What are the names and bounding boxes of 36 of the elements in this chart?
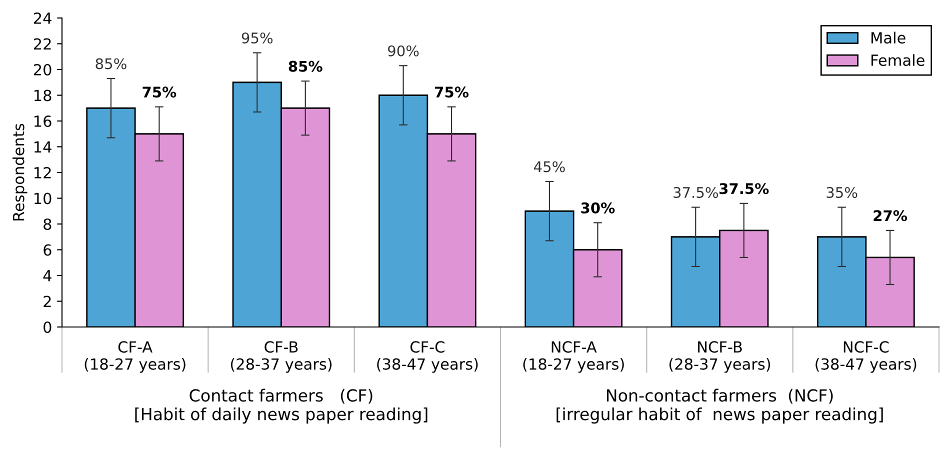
text: Non-contact farmers (NCF) [irregular habit of news paper reading]	[556, 388, 883, 424]
y-tick-label: 4	[43, 270, 52, 282]
text: Contact farmers (CF) [Habit of daily news paper reading]	[135, 388, 428, 424]
legend-label: Male	[872, 32, 906, 44]
y-tick-label: 18	[34, 90, 52, 102]
y-tick-label: 20	[34, 64, 52, 76]
annotation: 85%	[288, 60, 322, 72]
annotation: 85%	[96, 58, 126, 70]
x-tick-label: NCF-A (18-27 years)	[523, 341, 624, 373]
annotation: 75%	[435, 86, 469, 98]
y-tick-label: 16	[34, 115, 52, 128]
annotation: 90%	[388, 45, 419, 56]
y-tick-label: 0	[44, 321, 52, 334]
annotation: 35%	[826, 186, 858, 198]
annotation: 37.5%	[720, 183, 769, 194]
y-tick-label: 12	[34, 166, 51, 178]
x-tick-label: CF-B (28-37 years)	[230, 341, 332, 373]
annotation: 45%	[534, 161, 565, 172]
y-tick-label: 22	[34, 38, 51, 50]
x-tick-label: NCF-B (28-37 years)	[669, 341, 770, 373]
y-tick-label: 24	[34, 12, 52, 24]
x-tick-label: NCF-C (38-47 years)	[816, 341, 916, 373]
annotation: 95%	[242, 32, 273, 44]
legend-label: Female	[872, 54, 924, 66]
y-tick-label: 8	[44, 218, 52, 230]
annotation: 37.5%	[674, 186, 718, 198]
annotation: 30%	[581, 202, 615, 214]
annotation: 75%	[142, 86, 176, 98]
x-tick-label: CF-C (38-47 years)	[377, 341, 478, 373]
y-tick-label: 6	[44, 244, 52, 256]
y-tick-label: 14	[34, 141, 52, 153]
y-tick-label: 2	[44, 296, 51, 308]
annotation: 27%	[874, 210, 908, 222]
y-axis-title: Respondents	[12, 124, 28, 220]
y-tick-label: 10	[34, 192, 52, 204]
x-tick-label: CF-A (18-27 years)	[84, 341, 186, 373]
